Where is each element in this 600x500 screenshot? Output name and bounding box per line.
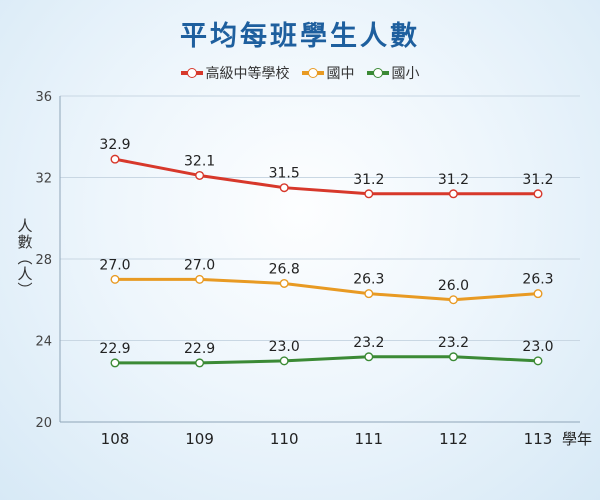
x-tick-label: 111	[354, 430, 383, 448]
data-label: 32.9	[99, 137, 130, 153]
data-point	[364, 289, 374, 299]
legend: 高級中等學校 國中 國小	[0, 63, 600, 83]
x-tick-label: 108	[101, 430, 130, 448]
legend-item-junior-high: 國中	[301, 63, 355, 83]
data-label: 23.0	[522, 339, 553, 355]
data-label: 32.1	[184, 153, 215, 169]
data-label: 31.5	[269, 166, 300, 182]
data-label: 31.2	[353, 172, 384, 188]
data-label: 23.2	[438, 335, 469, 351]
data-label: 23.2	[353, 335, 384, 351]
legend-label-elementary: 國小	[391, 66, 420, 82]
legend-item-senior-high: 高級中等學校	[180, 63, 290, 83]
data-point	[110, 154, 120, 164]
data-point	[533, 356, 543, 366]
data-point	[110, 274, 120, 284]
y-axis-label-text: 人數（人）	[15, 218, 34, 298]
data-label: 22.9	[99, 341, 130, 357]
series-line-2	[115, 355, 539, 365]
x-tick-label: 113	[524, 430, 553, 448]
data-label: 31.2	[438, 172, 469, 188]
data-label: 26.3	[522, 272, 553, 288]
x-tick-label: 112	[439, 430, 468, 448]
data-label: 27.0	[99, 257, 130, 273]
data-point	[533, 289, 543, 299]
data-point	[195, 170, 205, 180]
y-tick-label: 32	[35, 172, 52, 187]
data-point	[364, 189, 374, 199]
data-label: 31.2	[522, 172, 553, 188]
x-tick-label: 109	[185, 430, 214, 448]
data-point	[279, 278, 289, 288]
legend-item-elementary: 國小	[366, 63, 420, 83]
data-point	[195, 358, 205, 368]
series-line-0	[114, 157, 538, 196]
data-point	[279, 183, 289, 193]
y-axis-label: 人數（人）	[14, 218, 34, 302]
data-label: 23.0	[269, 339, 300, 355]
data-label: 26.8	[269, 261, 300, 277]
data-point	[448, 352, 458, 362]
legend-swatch-senior-high	[180, 67, 203, 79]
legend-label-senior-high: 高級中等學校	[205, 66, 290, 82]
data-label: 27.0	[184, 257, 215, 273]
chart-title: 平均每班學生人數	[180, 21, 420, 52]
series-line-1	[115, 277, 539, 302]
data-label: 26.0	[438, 278, 469, 294]
y-tick-label: 20	[35, 416, 52, 431]
data-point	[279, 356, 289, 366]
data-point	[448, 295, 458, 305]
data-label: 26.3	[353, 272, 384, 288]
data-point	[533, 189, 543, 199]
x-axis-label: 學年	[562, 430, 592, 448]
legend-label-junior-high: 國中	[326, 66, 355, 82]
data-label: 22.9	[184, 341, 215, 357]
data-point	[195, 274, 205, 284]
legend-swatch-elementary	[366, 67, 389, 79]
data-point	[448, 189, 458, 199]
y-tick-label: 28	[35, 253, 52, 268]
data-point	[364, 352, 374, 362]
y-tick-label: 24	[35, 335, 52, 350]
y-tick-label: 36	[35, 90, 52, 105]
legend-swatch-junior-high	[301, 67, 324, 79]
data-point	[110, 358, 120, 368]
x-tick-label: 110	[270, 430, 299, 448]
